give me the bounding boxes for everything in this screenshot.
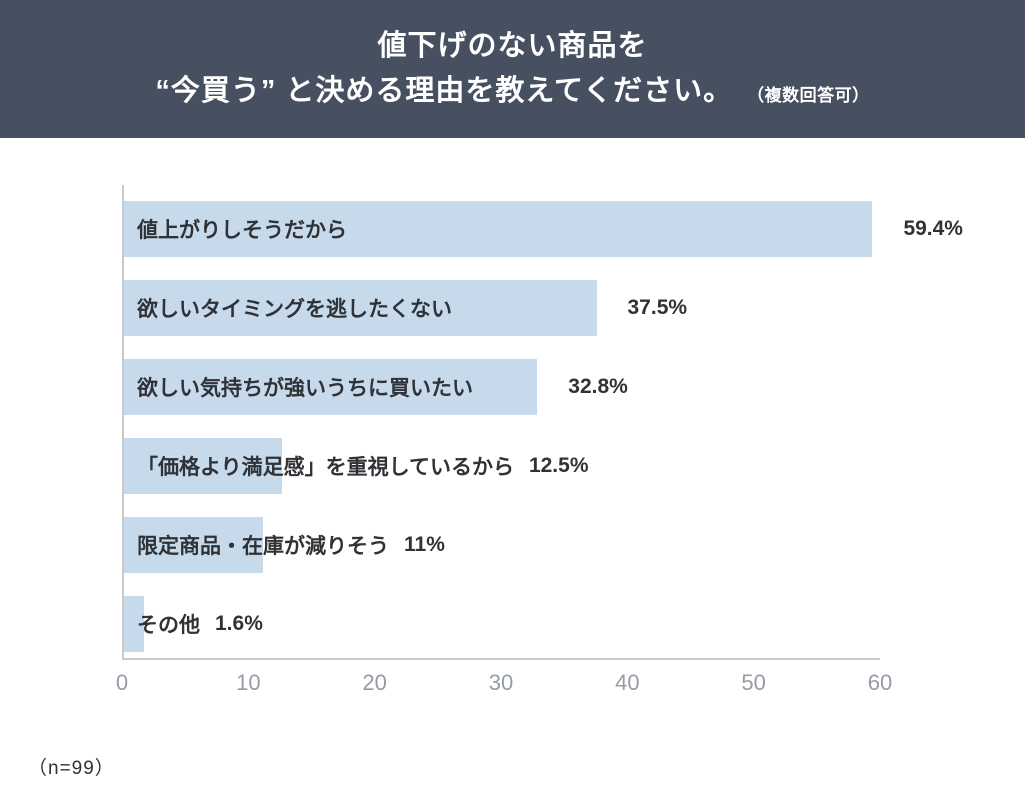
x-tick-label: 10 (236, 670, 261, 695)
value-label: 59.4% (903, 217, 963, 240)
bar (124, 280, 597, 336)
x-tick-label: 40 (615, 670, 640, 695)
bar-labels: 値上がりしそうだから 59.4% (124, 201, 963, 257)
bar (124, 359, 538, 415)
bar (124, 438, 282, 494)
value-label: 37.5% (627, 296, 688, 319)
bar-labels: 欲しいタイミングを逃したくない 37.5% (124, 280, 880, 336)
bar-labels: 限定商品・在庫が減りそう 11% (124, 517, 880, 573)
x-tick-label: 0 (115, 670, 129, 695)
sample-size-note: （n=99） (28, 758, 115, 779)
bar-row: 欲しいタイミングを逃したくない 37.5% (124, 280, 880, 336)
value-label: 1.6% (215, 612, 263, 635)
bar (124, 201, 873, 257)
x-tick-label: 30 (488, 670, 514, 695)
value-label: 12.5% (528, 454, 589, 477)
title-banner: 値下げのない商品を “今買う” と決める理由を教えてください。 （複数回答可） (0, 0, 1025, 138)
x-tick-label: 50 (741, 670, 766, 695)
bars-container: 値上がりしそうだから 59.4% 欲しいタイミングを逃したくない 37.5% 欲しい気持… (124, 185, 963, 658)
bar-row: 欲しい気持ちが強いうちに買いたい 32.8% (124, 359, 880, 415)
category-label: 限定商品・在庫が減りそう (137, 535, 389, 558)
title-line-2: “今買う” と決める理由を教えてください。 (155, 75, 734, 107)
bar (124, 517, 263, 573)
x-axis-tick-labels: 0 10 20 30 40 50 60 (116, 670, 892, 700)
category-label: その他 (137, 614, 200, 637)
value-label: 11% (404, 533, 445, 556)
bar-labels: その他 1.6% (124, 596, 880, 652)
bar-row: 限定商品・在庫が減りそう 11% (124, 517, 880, 573)
category-label: 値上がりしそうだから (137, 219, 347, 242)
title-line-2-row: “今買う” と決める理由を教えてください。 （複数回答可） (155, 74, 869, 109)
bar-labels: 欲しい気持ちが強いうちに買いたい 32.8% (124, 359, 880, 415)
bar-row: 値上がりしそうだから 59.4% (124, 201, 963, 257)
bar-chart: 値上がりしそうだから 59.4% 欲しいタイミングを逃したくない 37.5% 欲しい気持… (122, 185, 963, 660)
multiple-answers-note: （複数回答可） (747, 85, 870, 105)
bar-row: その他 1.6% (124, 596, 880, 652)
category-label: 欲しいタイミングを逃したくない (137, 298, 452, 321)
bar-row: 「価格より満足感」を重視しているから 12.5% (124, 438, 880, 494)
category-label: 「価格より満足感」を重視しているから (137, 456, 514, 479)
title-line-1: 値下げのない商品を (377, 30, 648, 63)
bar (124, 596, 145, 652)
bar-labels: 「価格より満足感」を重視しているから 12.5% (124, 438, 880, 494)
category-label: 欲しい気持ちが強いうちに買いたい (137, 377, 473, 400)
x-tick-label: 20 (362, 670, 387, 695)
x-tick-label: 60 (867, 670, 893, 695)
value-label: 32.8% (568, 375, 628, 398)
